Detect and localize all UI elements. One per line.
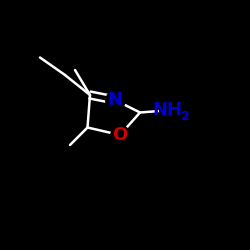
Text: 2: 2 bbox=[180, 110, 190, 123]
Text: NH: NH bbox=[152, 101, 182, 119]
Text: N: N bbox=[108, 91, 122, 109]
Text: O: O bbox=[112, 126, 128, 144]
